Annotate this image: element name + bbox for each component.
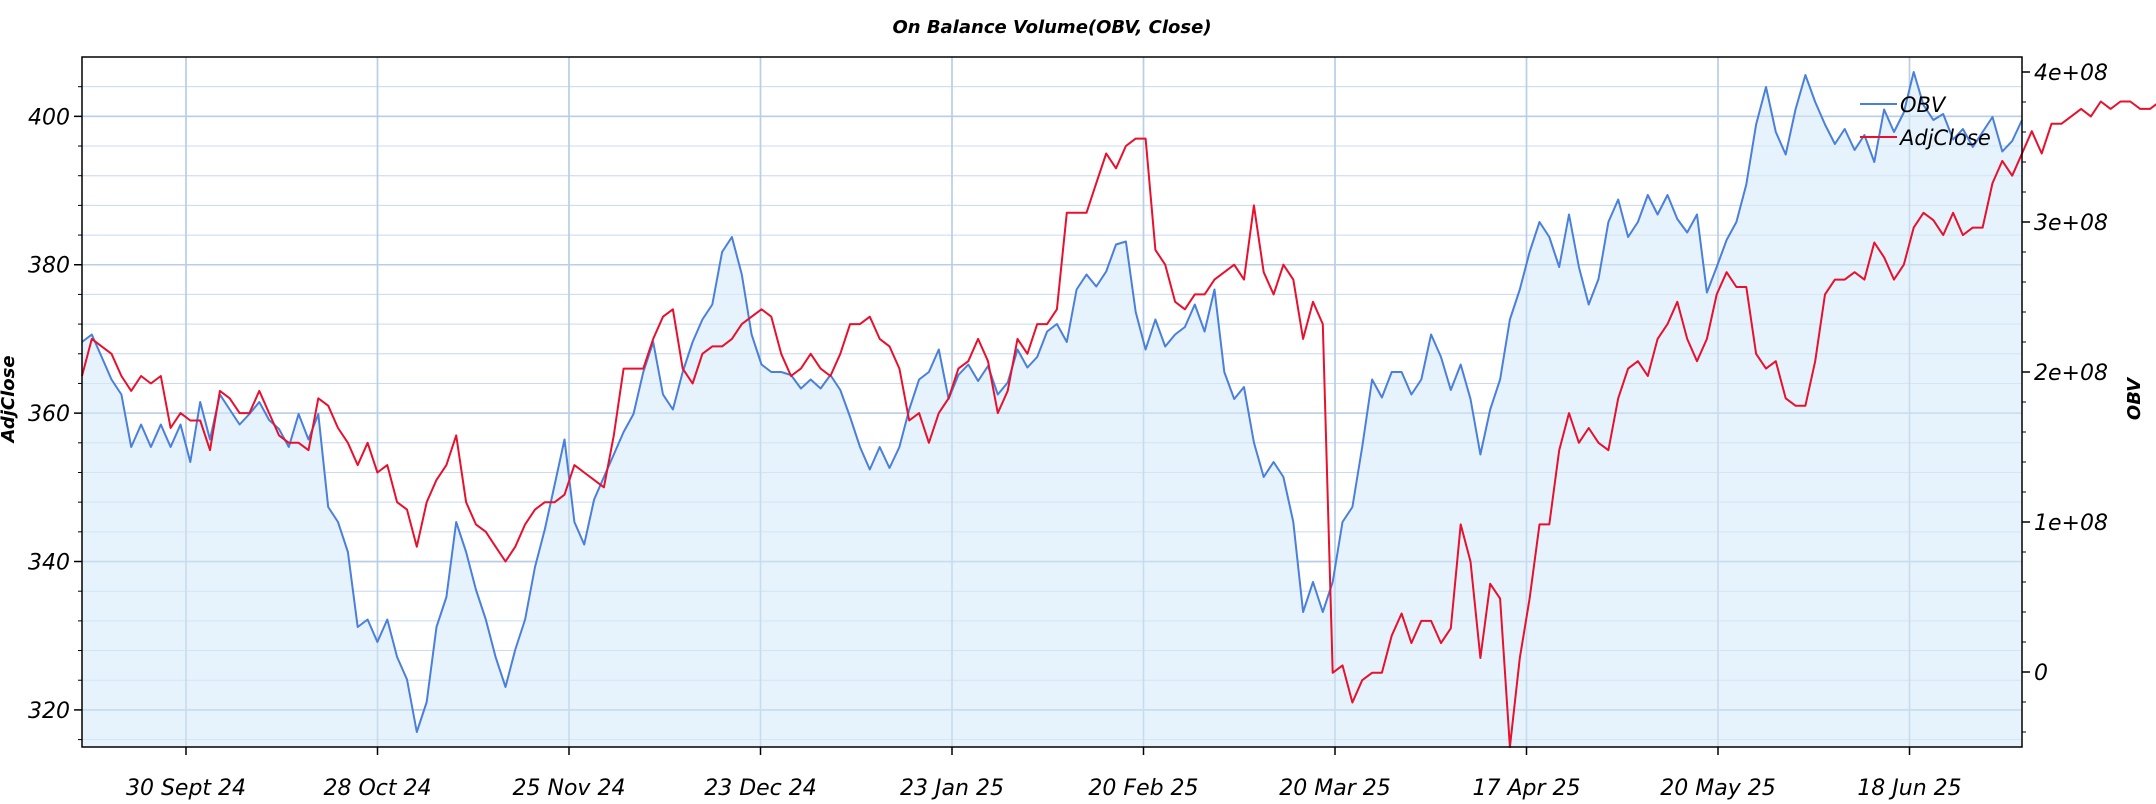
x-tick-label: 23 Dec 24: [704, 776, 817, 801]
y-left-tick-label: 380: [28, 254, 70, 279]
x-tick-label: 20 Feb 25: [1088, 776, 1198, 801]
legend: OBV AdjClose: [1860, 93, 1991, 150]
y-right-tick-label: 3e+08: [2034, 211, 2108, 236]
obv-area-fill: [82, 57, 2022, 747]
x-tick-label: 20 May 25: [1660, 776, 1775, 801]
adjclose-line: [81, 100, 2156, 748]
y-left-tick-label: 400: [28, 105, 70, 130]
chart-title: On Balance Volume(OBV, Close): [892, 17, 1211, 38]
x-tick-label: 28 Oct 24: [323, 776, 431, 801]
x-tick-label: 25 Nov 24: [513, 776, 626, 801]
y-left-tick-label: 360: [28, 402, 70, 427]
y-axis-left-label: AdjClose: [0, 355, 19, 444]
y-right-tick-label: 2e+08: [2034, 361, 2108, 386]
axis-ticks: 30 Sept 24 28 Oct 24 25 Nov 24 23 Dec 24 23 …: [28, 61, 2108, 801]
y-right-tick-label: 4e+08: [2034, 61, 2108, 86]
series-lines: [81, 71, 2156, 748]
obv-fill-area: [82, 72, 2022, 747]
legend-adjclose-label: AdjClose: [1898, 126, 1991, 150]
y-right-tick-label: 1e+08: [2034, 511, 2108, 536]
y-left-tick-label: 340: [28, 551, 70, 576]
x-tick-label: 18 Jun 25: [1857, 776, 1961, 801]
y-right-tick-label: 0: [2034, 661, 2048, 686]
x-tick-label: 30 Sept 24: [126, 776, 246, 801]
y-left-tick-label: 320: [28, 699, 70, 724]
x-tick-label: 20 Mar 25: [1279, 776, 1390, 801]
obv-line: [81, 71, 2023, 733]
grid-overlay: [82, 57, 2022, 747]
y-axis-right-label: OBV: [2124, 376, 2145, 420]
legend-obv-label: OBV: [1900, 93, 1947, 117]
x-tick-label: 23 Jan 25: [900, 776, 1004, 801]
x-tick-label: 17 Apr 25: [1472, 776, 1580, 801]
